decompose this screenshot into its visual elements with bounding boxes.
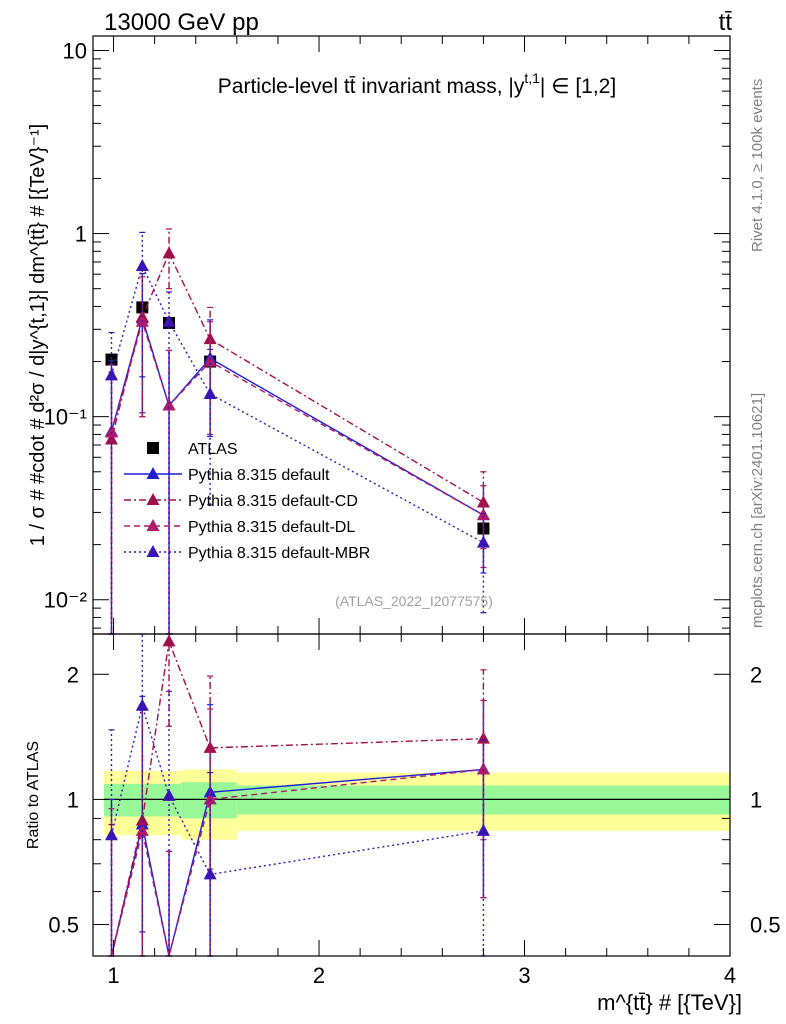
legend-item-mbr: Pythia 8.315 default-MBR: [124, 545, 370, 562]
data-point: [162, 788, 176, 801]
y-tick-label: 10: [63, 38, 87, 63]
data-point: [104, 425, 118, 438]
data-point: [203, 354, 217, 367]
y-tick-label: 1: [75, 222, 87, 247]
data-point: [162, 634, 176, 647]
analysis-watermark: (ATLAS_2022_I2077575): [335, 593, 493, 609]
ratio-y-tick-label: 1: [67, 787, 79, 812]
data-point: [135, 823, 149, 836]
data-point: [104, 368, 118, 381]
y-tick-label: 10⁻¹: [44, 405, 87, 430]
legend-marker: [146, 545, 160, 557]
data-point: [162, 246, 176, 259]
ratio-y-tick-label-right: 1: [750, 787, 762, 812]
ratio-axes: 2 2 1 1 0.5 0.5 1 2 3 4: [48, 634, 781, 988]
data-point: [135, 259, 149, 272]
main-y-axis: 10 1 10⁻¹ 10⁻²: [44, 36, 731, 634]
legend-item-cd: Pythia 8.315 default-CD: [124, 493, 358, 510]
data-point: [162, 314, 176, 327]
data-point: [203, 332, 217, 345]
data-point: [476, 495, 490, 508]
series-default: [104, 272, 490, 635]
legend-item-dl: Pythia 8.315 default-DL: [124, 519, 355, 536]
ratio-y-tick-label-right: 0.5: [750, 913, 781, 938]
legend-label: ATLAS: [188, 441, 238, 458]
energy-label: 13000 GeV pp: [104, 9, 259, 36]
legend-marker: [146, 519, 160, 531]
series-mbr: [104, 231, 490, 635]
data-point: [135, 813, 149, 826]
ratio-plot-area: [104, 633, 490, 957]
plot-title-tail: | ∈ [1,2]: [540, 75, 616, 98]
x-axis-title: m^{tt̄} # [{TeV}]: [597, 990, 742, 1015]
process-label: tt̄: [719, 9, 733, 36]
data-point: [203, 792, 217, 805]
plot-title: Particle-level tt̄ invariant mass, |yt,1…: [218, 70, 616, 98]
mcplots-label: mcplots.cern.ch [arXiv:2401.10621]: [749, 393, 766, 628]
data-point: [476, 535, 490, 548]
ratio-y-tick-label: 2: [67, 662, 79, 687]
legend-marker: [147, 442, 159, 454]
ratio-y-tick-label-right: 2: [750, 662, 762, 687]
legend-marker: [146, 493, 160, 505]
legend-item-data: ATLAS: [147, 441, 238, 458]
legend-label: Pythia 8.315 default-MBR: [188, 545, 370, 562]
rivet-version-label: Rivet 4.1.0, ≥ 100k events: [749, 79, 766, 252]
legend-label: Pythia 8.315 default-DL: [188, 519, 355, 536]
legend: ATLAS Pythia 8.315 default Pythia 8.315 de…: [124, 441, 370, 562]
data-point: [162, 398, 176, 411]
data-point: [203, 867, 217, 880]
data-point: [476, 823, 490, 836]
data-point: [135, 698, 149, 711]
legend-label: Pythia 8.315 default: [188, 467, 330, 484]
series-cd: [104, 228, 490, 635]
main-panel: 10 1 10⁻¹ 10⁻² Particle-level tt̄ invariant…: [44, 35, 731, 635]
ratio-frame: [92, 633, 731, 957]
series-mbr: [104, 633, 490, 957]
data-point: [203, 740, 217, 753]
legend-label: Pythia 8.315 default-CD: [188, 493, 358, 510]
series-line-cd: [110, 251, 484, 504]
series-line-default: [110, 315, 484, 516]
x-tick-label: 3: [518, 963, 530, 988]
data-point: [105, 353, 118, 366]
ratio-y-axis-title: Ratio to ATLAS: [25, 741, 42, 849]
ratio-panel: 2 2 1 1 0.5 0.5 1 2 3 4: [48, 633, 781, 988]
main-y-axis-title: 1 / σ # #cdot # d²σ / d|y^{t,1}| dm^{tt̄…: [27, 124, 49, 546]
ratio-uncertainty-bands: [104, 769, 730, 840]
data-point: [203, 386, 217, 399]
y-tick-label: 10⁻²: [44, 588, 87, 613]
series-line-dl: [110, 768, 484, 957]
plot-title-sup: t,1: [524, 70, 540, 86]
series-dl: [104, 276, 490, 635]
data-point: [104, 828, 118, 841]
plot-title-main: Particle-level tt̄ invariant mass, |y: [218, 75, 525, 98]
main-plot-area: [104, 228, 490, 635]
x-tick-label: 2: [313, 963, 325, 988]
legend-marker: [146, 467, 160, 479]
band-inner: [104, 783, 135, 817]
data-point: [476, 762, 490, 775]
ratio-y-tick-label: 0.5: [48, 913, 79, 938]
legend-item-default: Pythia 8.315 default: [124, 467, 330, 484]
x-tick-label: 1: [107, 963, 119, 988]
x-tick-label: 4: [724, 963, 736, 988]
